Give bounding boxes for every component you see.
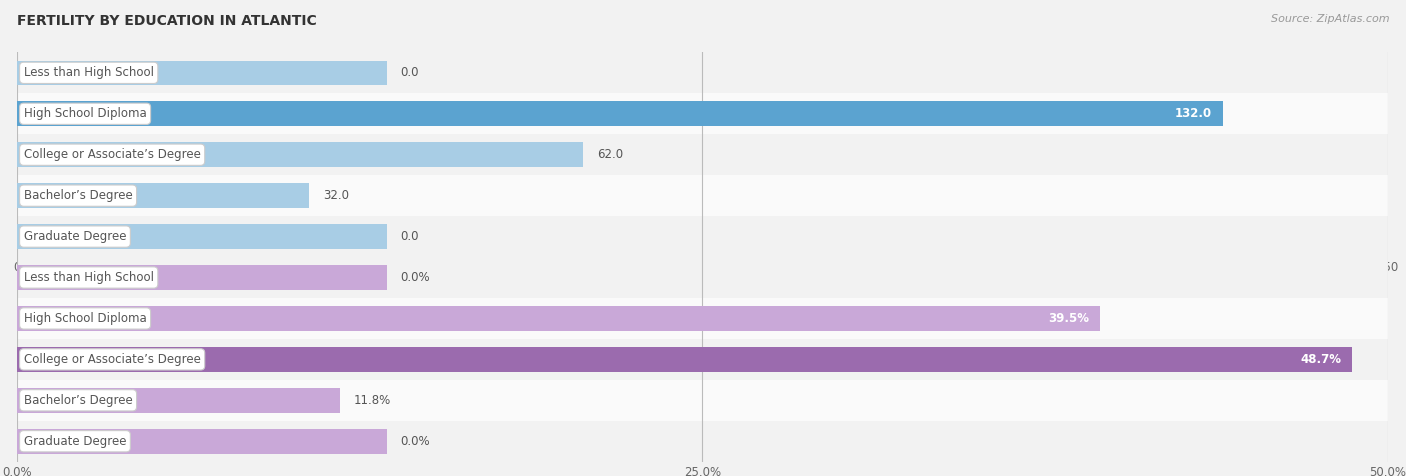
Text: High School Diploma: High School Diploma — [24, 107, 146, 120]
Bar — [17, 347, 1353, 372]
Bar — [17, 429, 387, 454]
Text: Bachelor’s Degree: Bachelor’s Degree — [24, 189, 132, 202]
Text: 39.5%: 39.5% — [1047, 312, 1088, 325]
Text: Source: ZipAtlas.com: Source: ZipAtlas.com — [1271, 14, 1389, 24]
Text: 0.0: 0.0 — [401, 66, 419, 79]
Bar — [17, 306, 1099, 331]
Bar — [17, 306, 1099, 331]
Bar — [17, 134, 1388, 175]
Bar — [17, 265, 387, 290]
Bar — [17, 216, 1388, 257]
Bar — [17, 380, 1388, 421]
Bar — [17, 339, 1388, 380]
Bar — [17, 142, 583, 167]
Text: High School Diploma: High School Diploma — [24, 312, 146, 325]
Bar — [17, 388, 340, 413]
Bar — [17, 101, 1223, 126]
Bar — [17, 52, 1388, 93]
Bar — [17, 421, 1388, 462]
Bar — [17, 142, 583, 167]
Text: FERTILITY BY EDUCATION IN ATLANTIC: FERTILITY BY EDUCATION IN ATLANTIC — [17, 14, 316, 28]
Bar — [17, 93, 1388, 134]
Text: Less than High School: Less than High School — [24, 66, 153, 79]
Text: Graduate Degree: Graduate Degree — [24, 435, 127, 448]
Text: 48.7%: 48.7% — [1301, 353, 1341, 366]
Bar — [17, 347, 1353, 372]
Text: 0.0: 0.0 — [401, 230, 419, 243]
Text: 0.0%: 0.0% — [401, 435, 430, 448]
Text: 32.0: 32.0 — [323, 189, 349, 202]
Bar — [17, 224, 387, 249]
Text: Graduate Degree: Graduate Degree — [24, 230, 127, 243]
Bar — [17, 175, 1388, 216]
Bar — [17, 60, 387, 85]
Text: 11.8%: 11.8% — [354, 394, 391, 407]
Bar — [17, 183, 309, 208]
Bar — [17, 101, 1223, 126]
Text: Bachelor’s Degree: Bachelor’s Degree — [24, 394, 132, 407]
Text: 62.0: 62.0 — [598, 148, 623, 161]
Bar — [17, 298, 1388, 339]
Text: 132.0: 132.0 — [1175, 107, 1212, 120]
Bar — [17, 388, 340, 413]
Text: 0.0%: 0.0% — [401, 271, 430, 284]
Text: College or Associate’s Degree: College or Associate’s Degree — [24, 353, 201, 366]
Bar — [17, 257, 1388, 298]
Text: College or Associate’s Degree: College or Associate’s Degree — [24, 148, 201, 161]
Bar — [17, 183, 309, 208]
Text: Less than High School: Less than High School — [24, 271, 153, 284]
